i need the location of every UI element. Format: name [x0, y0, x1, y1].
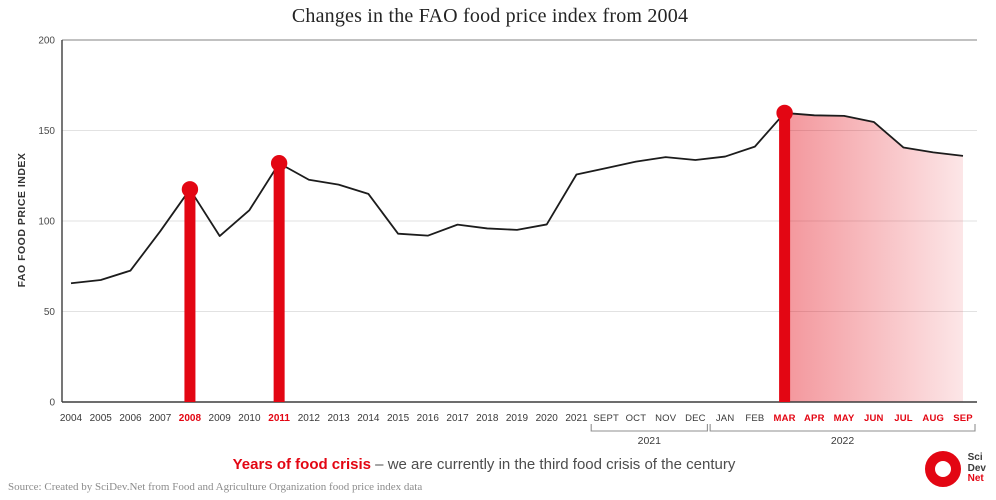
x-tick-label: AUG — [922, 413, 944, 424]
y-tick-label: 100 — [38, 217, 55, 228]
y-tick-label: 50 — [44, 307, 56, 318]
x-tick-label: SEPT — [593, 413, 619, 424]
x-tick-label: 2020 — [536, 413, 559, 424]
x-tick-label: 2010 — [238, 413, 261, 424]
caption-highlight: Years of food crisis — [232, 456, 372, 473]
source-note: Source: Created by SciDev.Net from Food … — [8, 481, 423, 493]
crisis-shaded-area-group — [784, 112, 963, 403]
x-tick-label: APR — [804, 413, 825, 424]
x-tick-label: 2021 — [565, 413, 588, 424]
x-tick-label: 2005 — [90, 413, 113, 424]
x-tick-label: 2018 — [476, 413, 499, 424]
crisis-dot — [270, 155, 288, 172]
x-tick-label: 2019 — [506, 413, 529, 424]
caption-text: – we are currently in the third food cri… — [371, 456, 736, 473]
scidev-net-logo: Sci Dev Net — [924, 451, 986, 487]
x-tick-label: OCT — [626, 413, 647, 424]
x-tick-label: JAN — [716, 413, 735, 424]
x-tick-label: MAY — [834, 413, 855, 424]
x-tick-label: 2009 — [209, 413, 232, 424]
x-tick-label: 2014 — [357, 413, 380, 424]
logo-text: Sci Dev Net — [968, 453, 986, 485]
y-tick-label: 150 — [38, 126, 55, 137]
crisis-bar — [273, 163, 285, 402]
x-tick-label: NOV — [655, 413, 677, 424]
y-tick-labels: 0 50 100 150 200 — [38, 36, 55, 409]
x-tick-label: SEP — [953, 413, 973, 424]
price-line-group — [70, 112, 964, 285]
x-tick-label: MAR — [773, 413, 795, 424]
x-tick-label: JUN — [864, 413, 884, 424]
logo-line-dev: Dev — [967, 462, 986, 474]
chart-caption: Years of food crisis – we are currently … — [0, 456, 968, 473]
x-tick-label: 2008 — [179, 413, 202, 424]
axes — [61, 40, 977, 403]
logo-line-net: Net — [967, 473, 984, 485]
price-line — [70, 112, 964, 285]
x-tick-label: 2007 — [149, 413, 172, 424]
x-tick-label: 2015 — [387, 413, 410, 424]
x-tick-label: FEB — [745, 413, 764, 424]
y-tick-label: 0 — [49, 398, 55, 409]
x-tick-label: JUL — [894, 413, 913, 424]
x-tick-label: 2012 — [298, 413, 321, 424]
x-tick-label: 2017 — [446, 413, 469, 424]
page-title: Changes in the FAO food price index from… — [291, 5, 689, 27]
crisis-dot — [776, 104, 793, 122]
crisis-bar — [779, 112, 791, 403]
period-bracket-label: 2022 — [831, 435, 855, 447]
crisis-shaded-area — [784, 112, 963, 403]
period-bracket — [590, 424, 708, 432]
crisis-bar — [184, 189, 196, 402]
logo-ring-icon — [924, 451, 961, 487]
x-tick-label: 2016 — [417, 413, 440, 424]
x-tick-label: 2004 — [60, 413, 83, 424]
period-brackets: 2021 2022 — [590, 424, 976, 447]
y-tick-label: 200 — [38, 36, 55, 47]
crisis-markers — [181, 104, 793, 403]
x-tick-label: 2011 — [268, 413, 290, 424]
period-bracket — [709, 424, 976, 432]
period-bracket-label: 2021 — [638, 435, 662, 447]
x-tick-label: 2006 — [119, 413, 142, 424]
x-tick-label: 2013 — [327, 413, 350, 424]
logo-line-sci: Sci — [967, 452, 983, 464]
x-tick-label: DEC — [685, 413, 706, 424]
x-tick-labels: 2004 2005 2006 2007 2008 2009 2010 2011 2012 2013… — [60, 413, 973, 424]
crisis-dot — [181, 181, 199, 198]
